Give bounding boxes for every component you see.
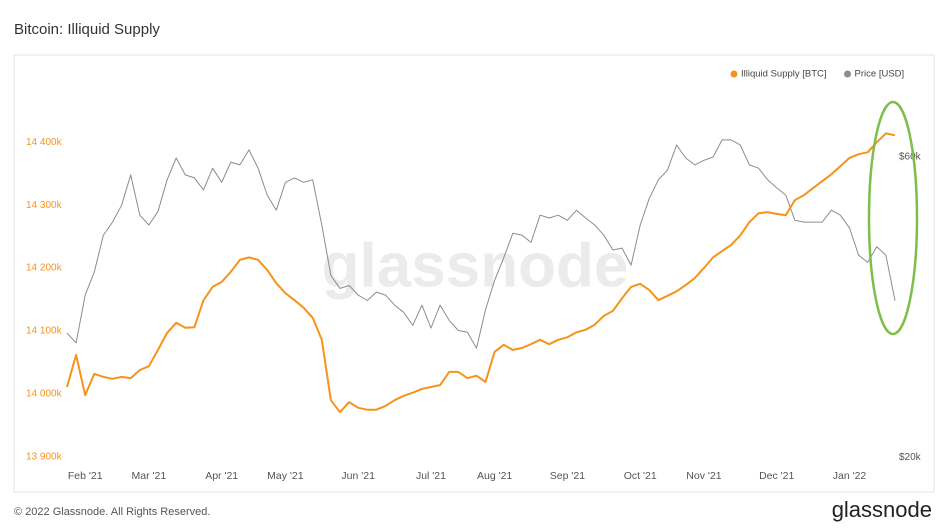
- y2-tick-label: $20k: [899, 452, 922, 463]
- legend-marker: [730, 70, 738, 78]
- watermark: glassnode: [322, 231, 629, 300]
- legend-label: Price [USD]: [855, 69, 905, 80]
- plot-area: 13 900k 14 000k 14 100k 14 200k 14 300k 14 40…: [26, 69, 922, 482]
- x-tick-label: Dec '21: [759, 470, 794, 482]
- x-tick-label: May '21: [267, 470, 304, 482]
- x-tick-label: Oct '21: [624, 470, 657, 482]
- x-tick-label: Apr '21: [205, 470, 238, 482]
- x-tick-label: Aug '21: [477, 470, 512, 482]
- chart-title: Bitcoin: Illiquid Supply: [14, 21, 160, 38]
- series-line: [66, 139, 896, 349]
- chart-panel: [13, 54, 935, 493]
- x-tick-label: Mar '21: [132, 470, 167, 482]
- x-tick-label: Sep '21: [550, 470, 585, 482]
- brand-logo: glassnode: [832, 497, 932, 522]
- y-tick-label: 14 100k: [26, 326, 63, 337]
- x-tick-label: Nov '21: [686, 470, 721, 482]
- y-tick-label: 13 900k: [26, 451, 63, 462]
- x-tick-label: Jul '21: [416, 470, 446, 482]
- y-tick-label: 14 200k: [26, 263, 63, 274]
- y-tick-label: 14 300k: [26, 200, 63, 211]
- y-tick-label: 14 400k: [26, 137, 63, 148]
- legend-marker: [844, 70, 852, 78]
- x-tick-label: Jan '22: [833, 470, 867, 482]
- x-tick-label: Feb '21: [68, 470, 103, 482]
- highlight-ellipse: [867, 100, 919, 336]
- y-tick-label: 14 000k: [26, 389, 63, 400]
- footer: © 2022 Glassnode. All Rights Reserved.: [14, 506, 210, 518]
- y2-tick-label: $60k: [899, 152, 922, 163]
- series-line: [66, 132, 896, 414]
- legend-label: Illiquid Supply [BTC]: [741, 69, 827, 80]
- x-tick-label: Jun '21: [341, 470, 375, 482]
